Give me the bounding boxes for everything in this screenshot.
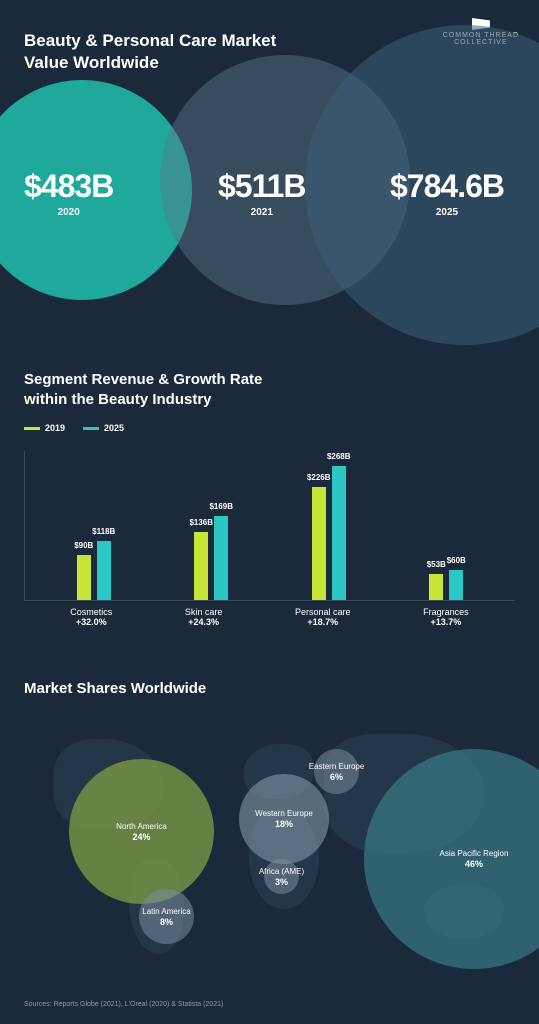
- category-name: Skin care: [185, 607, 223, 617]
- section2-title: Segment Revenue & Growth Rate within the…: [24, 370, 515, 409]
- region-name: Eastern Europe: [292, 762, 382, 772]
- category-labels: Cosmetics+32.0% Skin care+24.3% Personal c…: [24, 601, 515, 627]
- bar-2025: $118B: [97, 541, 111, 600]
- chart-legend: 2019 2025: [24, 423, 515, 433]
- bar-group: $53B $60B: [429, 570, 463, 600]
- bar-group: $226B $268B: [312, 466, 346, 600]
- region-pct: 46%: [429, 859, 519, 871]
- legend-2019: 2019: [24, 423, 65, 433]
- bar-2019: $136B: [194, 532, 208, 600]
- region-pct: 3%: [237, 877, 327, 889]
- category-label: Fragrances+13.7%: [423, 607, 469, 627]
- segment-revenue-section: Segment Revenue & Growth Rate within the…: [24, 370, 515, 627]
- region-name: Latin America: [122, 907, 212, 917]
- bar-2025: $169B: [214, 516, 228, 601]
- legend-year-1: 2019: [45, 423, 65, 433]
- category-growth: +32.0%: [70, 617, 112, 627]
- world-map: North America24% Latin America8% Western E…: [24, 709, 515, 969]
- region-pct: 8%: [122, 917, 212, 929]
- region-label: Latin America8%: [122, 907, 212, 929]
- category-name: Fragrances: [423, 607, 469, 617]
- bar-2025: $60B: [449, 570, 463, 600]
- region-name: North America: [97, 822, 187, 832]
- value-2025: $784.6B 2025: [390, 168, 504, 218]
- bar-label: $118B: [92, 527, 115, 536]
- bar-label: $169B: [209, 502, 233, 511]
- title-line2: Value Worldwide: [24, 52, 276, 74]
- legend-year-2: 2025: [104, 423, 124, 433]
- amount: $784.6B: [390, 168, 504, 205]
- bar-2025: $268B: [332, 466, 346, 600]
- bar-2019: $53B: [429, 574, 443, 601]
- year: 2021: [218, 207, 306, 218]
- bar-label: $60B: [447, 556, 466, 565]
- sources-text: Sources: Reports Globe (2021), L'Oreal (…: [24, 1001, 223, 1008]
- bar-label: $136B: [189, 518, 213, 527]
- swatch-2019: [24, 427, 40, 430]
- value-2021: $511B 2021: [218, 168, 306, 218]
- bar-2019: $226B: [312, 487, 326, 600]
- region-label: Asia Pacific Region46%: [429, 849, 519, 871]
- value-2020: $483B 2020: [24, 168, 113, 218]
- year: 2020: [24, 207, 113, 218]
- title-line2: within the Beauty Industry: [24, 390, 515, 410]
- bar-2019: $90B: [77, 555, 91, 600]
- region-label: Western Europe18%: [239, 809, 329, 831]
- category-label: Cosmetics+32.0%: [70, 607, 112, 627]
- region-pct: 18%: [239, 819, 329, 831]
- year: 2025: [390, 207, 504, 218]
- bar-label: $268B: [327, 452, 351, 461]
- amount: $483B: [24, 168, 113, 205]
- category-label: Personal care+18.7%: [295, 607, 351, 627]
- title-line1: Beauty & Personal Care Market: [24, 30, 276, 52]
- region-label: Eastern Europe6%: [292, 762, 382, 784]
- bar-label: $53B: [427, 560, 446, 569]
- category-name: Cosmetics: [70, 607, 112, 617]
- region-name: Asia Pacific Region: [429, 849, 519, 859]
- category-name: Personal care: [295, 607, 351, 617]
- swatch-2025: [83, 427, 99, 430]
- legend-2025: 2025: [83, 423, 124, 433]
- market-shares-section: Market Shares Worldwide North America24%…: [24, 680, 515, 969]
- section1-title: Beauty & Personal Care Market Value Worl…: [24, 30, 276, 74]
- bar-group: $90B $118B: [77, 541, 111, 600]
- region-label: North America24%: [97, 822, 187, 844]
- bar-chart: $90B$118B$136B$169B$226B$268B$53B$60B: [24, 451, 515, 601]
- bar-label: $90B: [74, 541, 93, 550]
- category-growth: +13.7%: [423, 617, 469, 627]
- market-value-section: Beauty & Personal Care Market Value Worl…: [0, 0, 539, 330]
- region-name: Western Europe: [239, 809, 329, 819]
- bar-label: $226B: [307, 473, 331, 482]
- region-pct: 24%: [97, 832, 187, 844]
- category-label: Skin care+24.3%: [185, 607, 223, 627]
- region-name: Africa (AME): [237, 867, 327, 877]
- region-label: Africa (AME)3%: [237, 867, 327, 889]
- category-growth: +18.7%: [295, 617, 351, 627]
- section3-title: Market Shares Worldwide: [24, 680, 515, 697]
- amount: $511B: [218, 168, 306, 205]
- region-pct: 6%: [292, 772, 382, 784]
- title-line1: Segment Revenue & Growth Rate: [24, 370, 515, 390]
- bar-group: $136B $169B: [194, 516, 228, 601]
- category-growth: +24.3%: [185, 617, 223, 627]
